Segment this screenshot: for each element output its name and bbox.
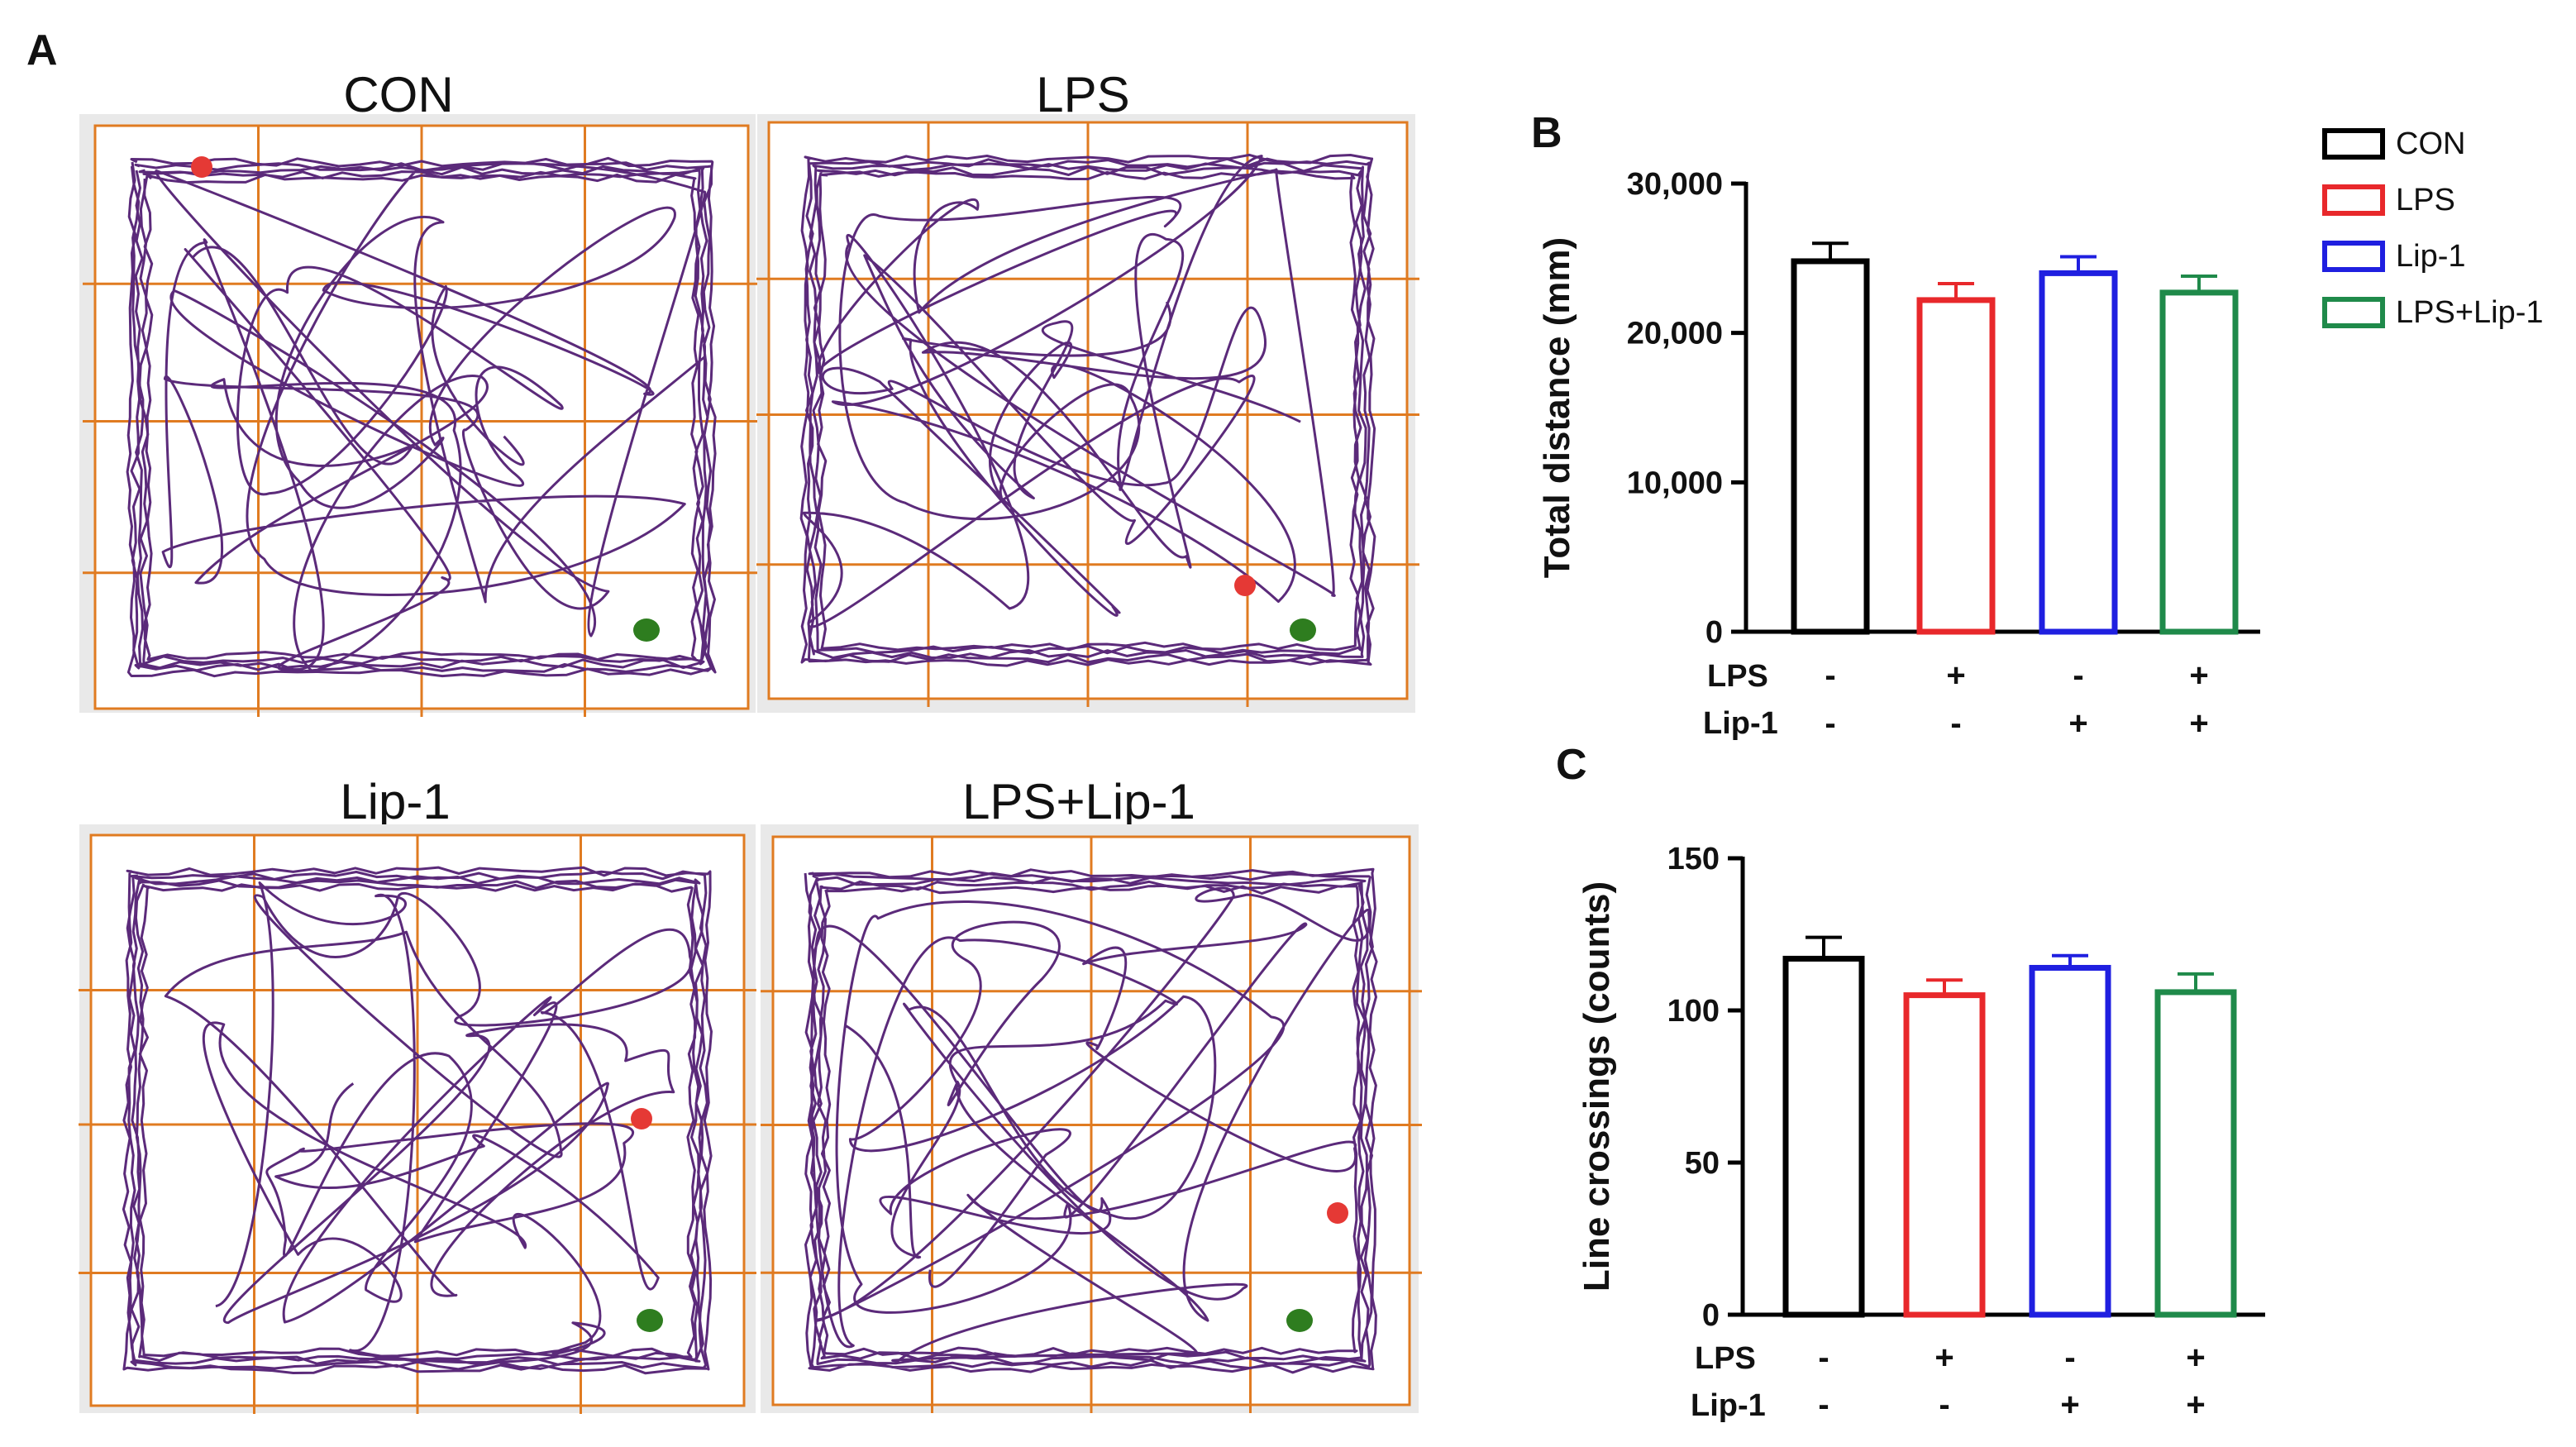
chart-b-lip1-sign: - [1950,705,1961,742]
start-marker [1234,575,1256,596]
chart-c-y-axis-title: Line crossings (counts) [1577,881,1617,1292]
track-title-lip1: Lip-1 [340,774,450,829]
chart-c-lip1-sign: + [2060,1387,2079,1423]
chart-c-condition-signs: - + - + - - + + [1818,1340,2205,1423]
start-marker [1327,1202,1348,1224]
legend-label: LPS+Lip-1 [2396,295,2544,330]
chart-b-row1-label: LPS [1707,659,1768,694]
chart-c-y-tick-label: 150 [1667,842,1720,876]
chart-b-bar [2039,270,2118,635]
end-marker [1290,618,1316,642]
end-marker [637,1309,663,1332]
chart-c-row1-label: LPS [1695,1341,1756,1376]
trajectory-path [122,866,713,1375]
chart-b-lip1-sign: - [1825,705,1835,742]
panel-label-a: A [26,26,58,74]
chart-b-y-axis-title: Total distance (mm) [1537,237,1577,578]
legend-swatch [2322,128,2385,160]
legend-label: LPS [2396,183,2455,217]
chart-b-lip1-sign: + [2189,705,2208,742]
track-title-con: CON [343,67,453,122]
chart-b-y-tick-label: 30,000 [1627,167,1723,202]
chart-c-lps-sign: + [2186,1340,2205,1376]
trajectory-path [126,156,717,678]
start-marker [631,1108,652,1129]
track-panel [761,824,1422,1413]
trajectory-path [804,867,1378,1374]
chart-b-row2-label: Lip-1 [1703,706,1778,741]
chart-c-lip1-sign: + [2186,1387,2205,1423]
track-title-lps: LPS [1036,67,1129,122]
end-marker [1286,1309,1313,1332]
track-panel [79,824,756,1414]
chart-b-y-tick-label: 20,000 [1627,317,1723,351]
legend: CON LPS Lip-1 LPS+Lip-1 [2322,127,2544,330]
chart-c-lps-sign: - [2064,1340,2075,1376]
chart-b-lps-sign: + [2189,657,2208,694]
chart-c-bar [2154,989,2237,1318]
chart-b-lps-sign: - [1825,657,1835,694]
panel-label-c: C [1556,741,1587,789]
chart-b-bar [2159,289,2239,635]
chart-line-crossings: 0 50 100 150 Line crossings (counts) [1577,842,2265,1333]
chart-c-bar [1903,992,1986,1318]
start-marker [191,156,212,178]
chart-b-lps-sign: + [1946,657,1965,694]
chart-c-y-tick-label: 0 [1702,1298,1720,1333]
legend-swatch [2322,297,2385,328]
chart-b-condition-signs: - + - + - - + + [1825,657,2208,742]
chart-b-bar [1791,258,1870,635]
chart-b-lps-sign: - [2073,657,2083,694]
legend-swatch [2322,184,2385,216]
chart-total-distance: 0 10,000 20,000 30,000 Total distance (mm) [1537,167,2260,650]
panel-label-b: B [1531,109,1562,157]
chart-c-y-tick-label: 100 [1667,994,1720,1029]
track-panels [79,114,1422,1414]
legend-swatch [2322,241,2385,272]
chart-c-lip1-sign: - [1818,1387,1829,1423]
trajectory-path [799,153,1376,667]
chart-c-bar [2029,964,2111,1318]
chart-c-row2-label: Lip-1 [1691,1388,1766,1423]
chart-c-lip1-sign: - [1939,1387,1949,1423]
end-marker [633,618,660,642]
chart-c-y-tick-label: 50 [1685,1146,1720,1181]
legend-label: Lip-1 [2396,239,2466,274]
track-panel [756,114,1419,713]
chart-b-y-tick-label: 10,000 [1627,466,1723,500]
chart-c-lps-sign: + [1934,1340,1953,1376]
chart-b-lip1-sign: + [2068,705,2087,742]
track-panel [79,114,761,717]
legend-label: CON [2396,127,2465,161]
chart-c-bar [1782,955,1865,1318]
chart-b-bar [1916,297,1996,635]
chart-b-y-tick-label: 0 [1705,615,1723,650]
chart-c-lps-sign: - [1818,1340,1829,1376]
track-title-lps-lip1: LPS+Lip-1 [962,774,1195,829]
